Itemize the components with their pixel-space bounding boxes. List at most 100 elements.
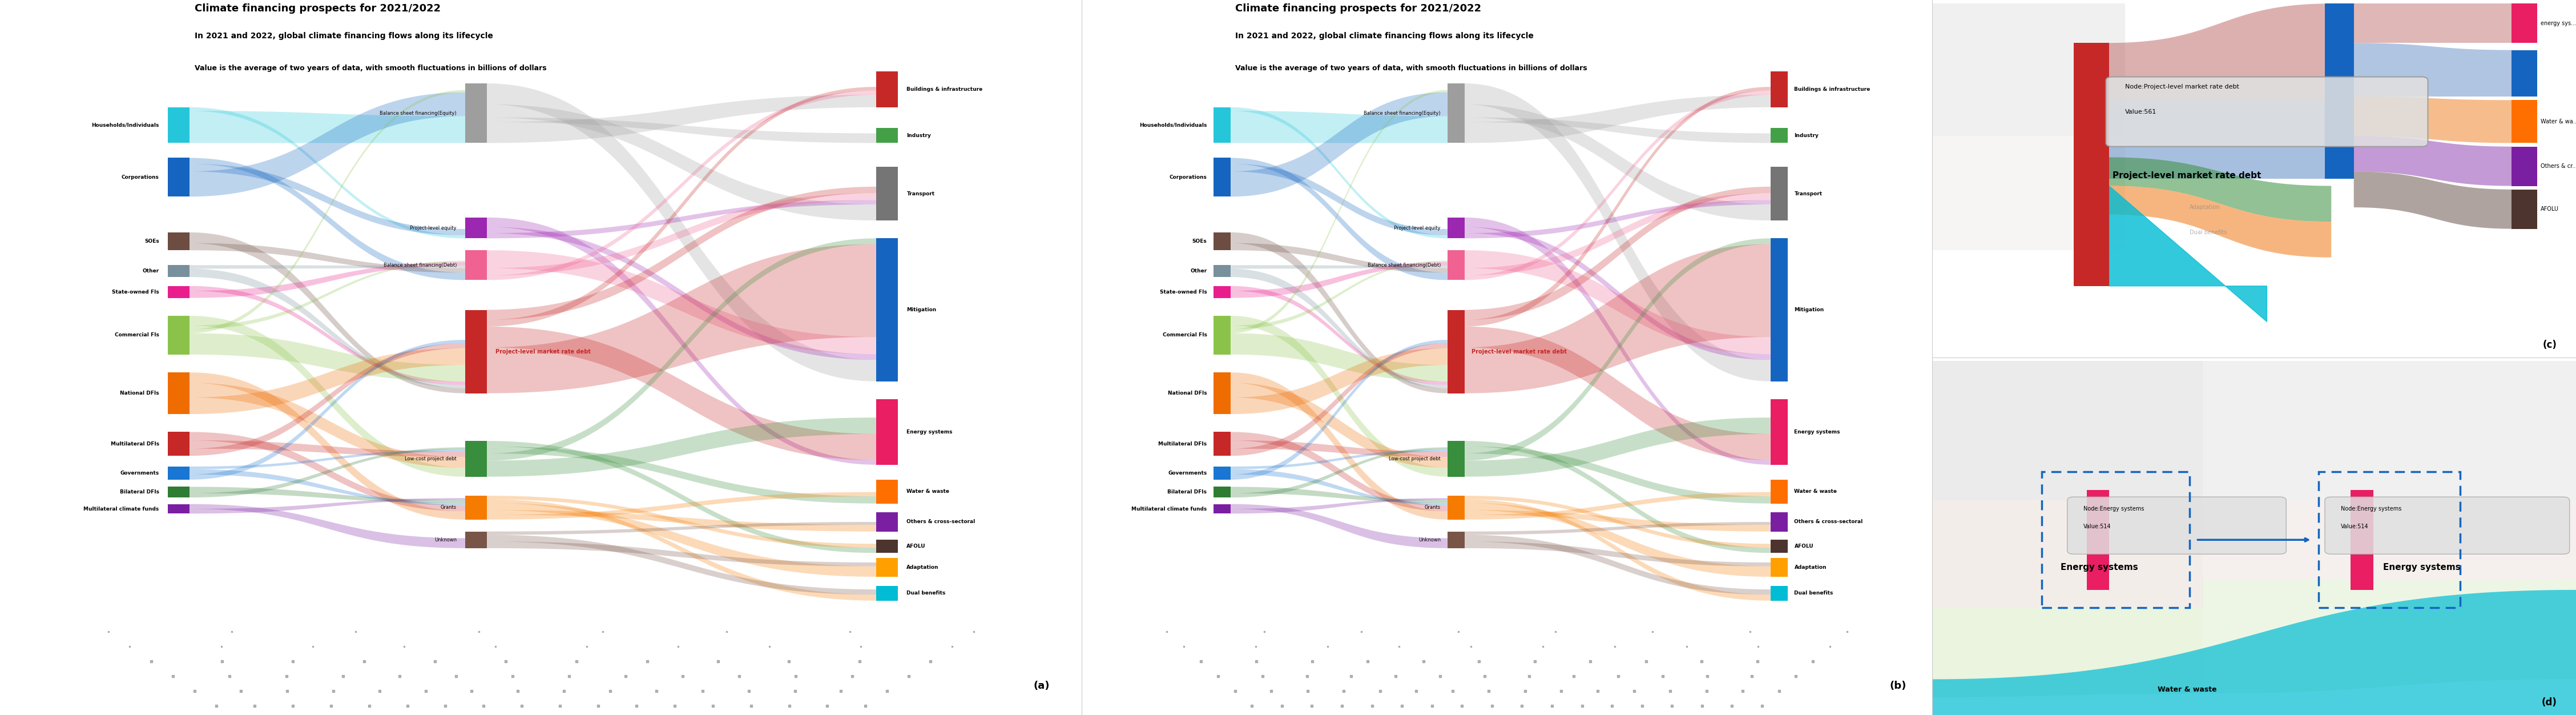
Polygon shape <box>1231 261 1448 330</box>
Polygon shape <box>487 418 876 477</box>
Text: Balance sheet financing(Equity): Balance sheet financing(Equity) <box>379 111 456 116</box>
Text: (c): (c) <box>2543 340 2555 350</box>
Polygon shape <box>1463 117 1770 143</box>
Text: Energy systems: Energy systems <box>907 430 953 435</box>
Text: Multilateral climate funds: Multilateral climate funds <box>1131 506 1208 511</box>
Polygon shape <box>1231 333 1448 382</box>
Bar <box>876 167 899 220</box>
Polygon shape <box>191 269 466 388</box>
Bar <box>1448 531 1463 548</box>
Polygon shape <box>1231 348 1448 414</box>
Text: Water & waste: Water & waste <box>907 489 951 494</box>
Text: Balance sheet financing(Debt): Balance sheet financing(Debt) <box>1368 262 1440 267</box>
Polygon shape <box>1231 343 1448 456</box>
Polygon shape <box>1231 243 1448 272</box>
Bar <box>466 495 487 520</box>
Bar <box>1770 586 1788 601</box>
FancyBboxPatch shape <box>2107 77 2429 147</box>
Bar <box>167 286 191 298</box>
Polygon shape <box>487 87 876 327</box>
Text: SOEs: SOEs <box>144 239 160 244</box>
Polygon shape <box>1463 446 1770 503</box>
Polygon shape <box>191 265 466 269</box>
Text: Water & wa...: Water & wa... <box>2540 119 2576 124</box>
Bar <box>876 238 899 381</box>
Text: State-owned FIs: State-owned FIs <box>111 290 160 295</box>
Text: Climate financing prospects for 2021/2022: Climate financing prospects for 2021/202… <box>1234 4 1481 14</box>
Polygon shape <box>2202 361 2576 500</box>
Polygon shape <box>1231 265 1448 269</box>
Text: Energy systems: Energy systems <box>2383 563 2460 571</box>
Bar <box>466 310 487 393</box>
Polygon shape <box>1463 244 1770 393</box>
Polygon shape <box>2202 500 2576 579</box>
Polygon shape <box>1231 487 1448 503</box>
Text: Dual benefits: Dual benefits <box>1795 591 1834 596</box>
Polygon shape <box>191 340 466 480</box>
Text: Adaptation: Adaptation <box>907 565 938 570</box>
Polygon shape <box>2354 172 2512 229</box>
Polygon shape <box>1463 522 1770 535</box>
Text: Households/Individuals: Households/Individuals <box>93 122 160 128</box>
Text: Water & waste: Water & waste <box>1795 489 1837 494</box>
Bar <box>1213 467 1231 480</box>
Polygon shape <box>2110 157 2331 222</box>
Polygon shape <box>487 495 876 548</box>
Polygon shape <box>191 373 466 520</box>
Text: Industry: Industry <box>907 133 930 138</box>
Text: Node:Energy systems: Node:Energy systems <box>2342 506 2401 511</box>
Polygon shape <box>191 286 466 385</box>
Bar <box>466 531 487 548</box>
Polygon shape <box>1463 84 1770 381</box>
Polygon shape <box>1463 535 1770 595</box>
Text: Buildings & infrastructure: Buildings & infrastructure <box>907 87 981 92</box>
Bar <box>2074 43 2110 286</box>
Polygon shape <box>487 503 876 577</box>
Bar <box>2349 490 2372 590</box>
Polygon shape <box>191 111 466 143</box>
Polygon shape <box>2110 4 2331 100</box>
Bar <box>1213 286 1231 298</box>
Polygon shape <box>191 262 466 298</box>
Polygon shape <box>191 504 466 548</box>
Text: Grants: Grants <box>440 505 456 511</box>
Text: Others & cross-sectoral: Others & cross-sectoral <box>907 519 976 525</box>
Bar <box>167 432 191 456</box>
Text: Bilateral DFIs: Bilateral DFIs <box>118 490 160 495</box>
Bar <box>466 441 487 477</box>
Bar <box>1448 441 1463 477</box>
Bar <box>1770 128 1788 143</box>
Text: Low-cost project debt: Low-cost project debt <box>404 456 456 461</box>
Polygon shape <box>1231 469 1448 506</box>
Text: Project-level market rate debt: Project-level market rate debt <box>495 349 590 355</box>
Text: Mitigation: Mitigation <box>907 307 938 312</box>
Text: Balance sheet financing(Equity): Balance sheet financing(Equity) <box>1363 111 1440 116</box>
Bar <box>1213 107 1231 143</box>
Text: In 2021 and 2022, global climate financing flows along its lifecycle: In 2021 and 2022, global climate financi… <box>1234 32 1533 40</box>
Text: Multilateral DFIs: Multilateral DFIs <box>1159 441 1208 446</box>
Polygon shape <box>1932 500 2202 608</box>
Bar <box>876 558 899 577</box>
Polygon shape <box>487 238 876 460</box>
Bar <box>167 265 191 277</box>
Text: Others & cross-sectoral: Others & cross-sectoral <box>1795 519 1862 525</box>
Polygon shape <box>1463 499 1770 601</box>
Polygon shape <box>487 446 876 503</box>
Polygon shape <box>1231 448 1448 498</box>
Text: Transport: Transport <box>907 191 935 196</box>
Text: Corporations: Corporations <box>1170 174 1208 180</box>
Text: Grants: Grants <box>1425 505 1440 511</box>
Bar <box>167 504 191 513</box>
Bar <box>876 480 899 503</box>
Text: Low-cost project debt: Low-cost project debt <box>1388 456 1440 461</box>
Bar <box>2324 4 2354 179</box>
Polygon shape <box>2110 100 2331 179</box>
Text: AFOLU: AFOLU <box>1795 544 1814 549</box>
Polygon shape <box>191 440 466 457</box>
Bar <box>167 487 191 498</box>
Polygon shape <box>1231 432 1448 511</box>
Text: (a): (a) <box>1033 681 1048 691</box>
Text: Dual benefits: Dual benefits <box>2190 230 2226 235</box>
Polygon shape <box>1463 495 1770 548</box>
Polygon shape <box>487 244 876 393</box>
